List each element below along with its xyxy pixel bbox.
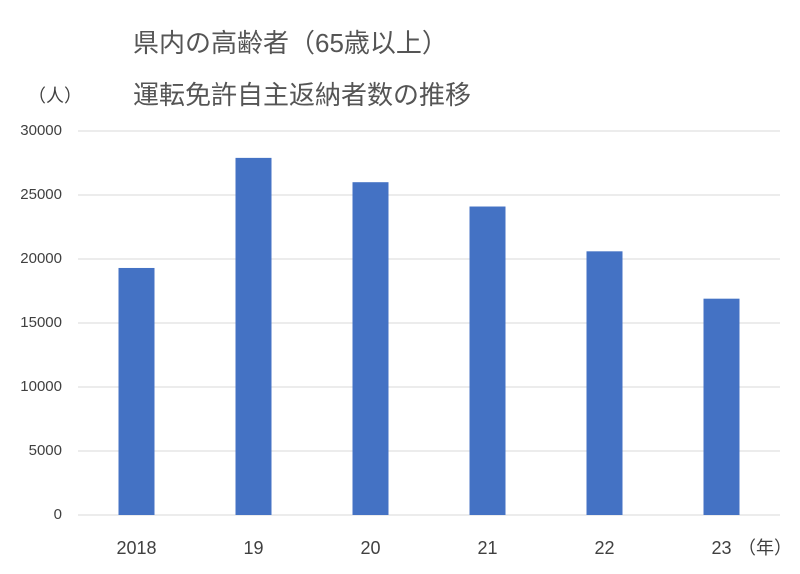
y-tick-label: 0 bbox=[54, 506, 62, 523]
x-tick-label: 21 bbox=[477, 538, 497, 558]
y-tick-label: 25000 bbox=[20, 186, 62, 203]
x-tick-label: 2018 bbox=[116, 538, 156, 558]
bar bbox=[703, 298, 740, 515]
bar bbox=[586, 251, 623, 515]
x-tick-label: 19 bbox=[243, 538, 263, 558]
chart-title: 県内の高齢者（65歳以上） bbox=[133, 28, 448, 58]
bar bbox=[469, 206, 506, 515]
bar bbox=[235, 157, 272, 515]
x-tick-label: 22 bbox=[594, 538, 614, 558]
x-axis-label: （年） bbox=[738, 538, 792, 558]
bar bbox=[352, 182, 389, 515]
y-tick-label: 30000 bbox=[20, 122, 62, 139]
y-tick-label: 20000 bbox=[20, 250, 62, 267]
x-tick-label: 20 bbox=[360, 538, 380, 558]
y-tick-label: 5000 bbox=[29, 442, 62, 459]
y-tick-label: 10000 bbox=[20, 378, 62, 395]
y-axis-label: （人） bbox=[28, 86, 82, 106]
x-tick-label: 23 bbox=[711, 538, 731, 558]
bar bbox=[118, 267, 155, 515]
y-tick-label: 15000 bbox=[20, 314, 62, 331]
chart-title: 運転免許自主返納者数の推移 bbox=[133, 80, 471, 110]
